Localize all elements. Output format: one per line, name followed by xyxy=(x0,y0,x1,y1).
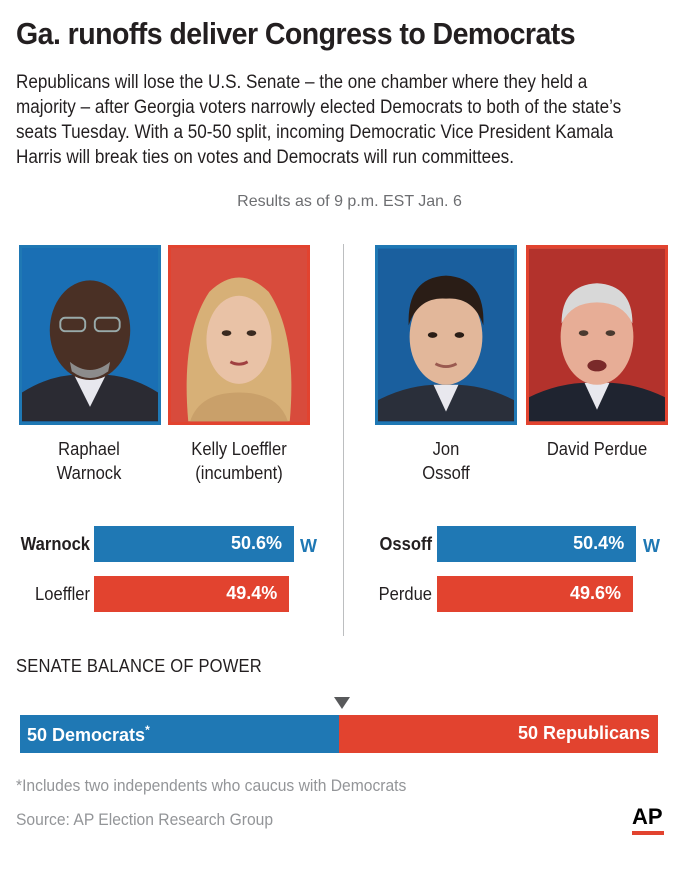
bar-value-perdue: 49.6% xyxy=(570,583,622,603)
senate-balance-bar: 50 Democrats* 50 Republicans xyxy=(20,715,658,753)
ap-logo: AP xyxy=(632,804,663,829)
perdue-photo xyxy=(526,245,668,425)
ossoff-photo xyxy=(375,245,517,425)
bar-label-ossoff: Ossoff xyxy=(379,534,432,554)
bar-value-warnock: 50.6% xyxy=(230,533,282,553)
bar-ossoff: 50.4% xyxy=(437,526,637,562)
winner-mark-warnock: W xyxy=(300,536,317,556)
portrait-icon xyxy=(529,248,665,422)
balance-segment-republicans: 50 Republicans xyxy=(339,715,658,753)
balance-label-democrats: 50 Democrats* xyxy=(27,723,150,745)
balance-segment-democrats: 50 Democrats* xyxy=(20,715,339,753)
bar-label-perdue: Perdue xyxy=(378,584,432,604)
bar-warnock: 50.6% xyxy=(94,526,294,562)
winner-mark-ossoff: W xyxy=(643,536,660,556)
candidate-name-perdue: David Perdue xyxy=(546,439,648,459)
loeffler-photo xyxy=(168,245,310,425)
bar-label-loeffler: Loeffler xyxy=(35,584,90,604)
portrait-icon xyxy=(171,248,307,422)
bar-perdue: 49.6% xyxy=(437,576,634,612)
warnock-photo xyxy=(19,245,161,425)
bar-label-warnock: Warnock xyxy=(20,534,90,554)
ap-logo-underline xyxy=(632,831,664,835)
bar-value-ossoff: 50.4% xyxy=(573,533,625,553)
footnote: *Includes two independents who caucus wi… xyxy=(16,776,407,795)
portrait-icon xyxy=(378,248,514,422)
candidate-name-ossoff: Jon Ossoff xyxy=(422,439,470,483)
race-divider xyxy=(343,244,344,636)
source-credit: Source: AP Election Research Group xyxy=(16,810,274,829)
bar-loeffler: 49.4% xyxy=(94,576,290,612)
candidate-name-warnock: Raphael Warnock xyxy=(56,439,122,483)
dek: Republicans will lose the U.S. Senate – … xyxy=(16,72,622,168)
senate-balance-title: SENATE BALANCE OF POWER xyxy=(16,656,262,676)
results-timestamp: Results as of 9 p.m. EST Jan. 6 xyxy=(237,193,462,210)
balance-label-republicans: 50 Republicans xyxy=(517,723,650,743)
headline: Ga. runoffs deliver Congress to Democrat… xyxy=(16,16,576,51)
bar-value-loeffler: 49.4% xyxy=(226,583,278,603)
candidate-name-loeffler: Kelly Loeffler (incumbent) xyxy=(191,439,287,483)
majority-marker-icon xyxy=(334,697,350,709)
portrait-icon xyxy=(22,248,158,422)
